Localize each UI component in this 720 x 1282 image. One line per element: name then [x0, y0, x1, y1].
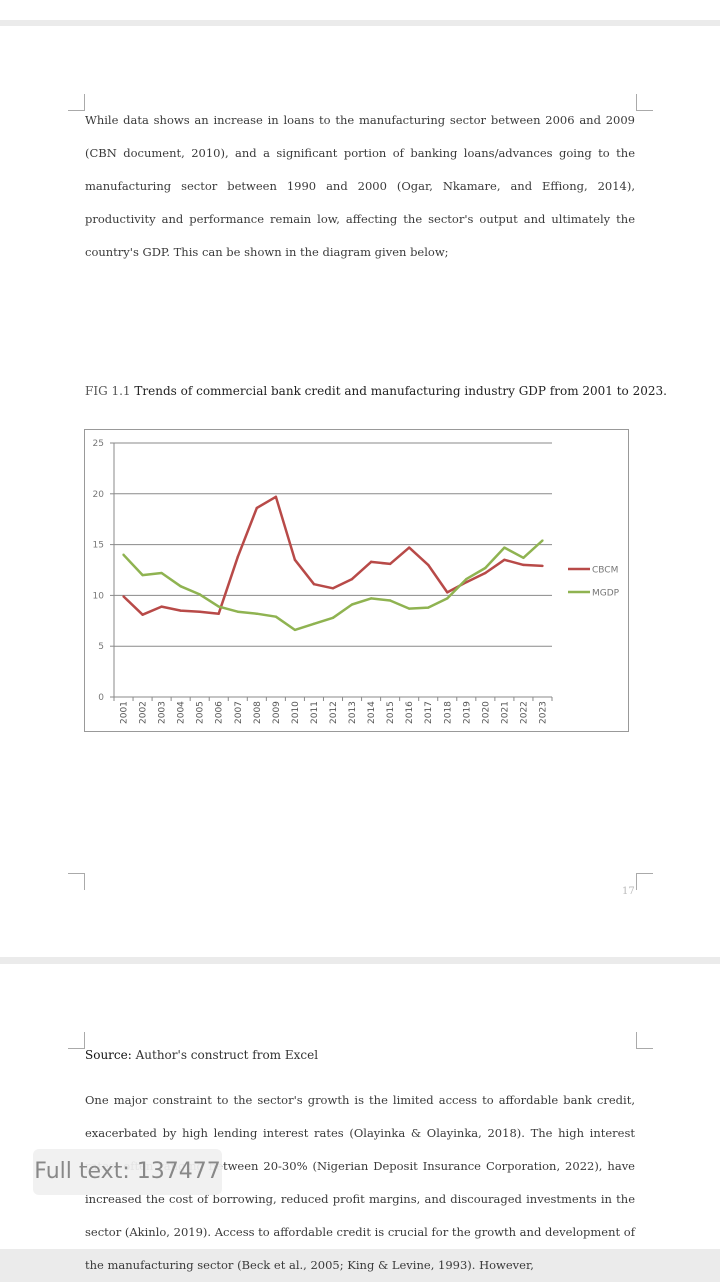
data-point-cbcm	[446, 591, 449, 594]
series-line-cbcm	[122, 495, 543, 616]
y-tick-label: 5	[98, 642, 104, 652]
data-point-cbcm	[217, 612, 220, 615]
x-tick-label: 2013	[348, 701, 358, 724]
series-line-mgdp	[122, 539, 544, 632]
x-tick-label: 2003	[158, 701, 168, 724]
figure-title: Trends of commercial bank credit and man…	[134, 384, 667, 398]
x-tick-label: 2006	[215, 701, 225, 724]
data-point-mgdp	[446, 597, 449, 600]
data-point-mgdp	[369, 597, 373, 600]
data-point-mgdp	[388, 599, 392, 602]
data-point-cbcm	[293, 558, 297, 562]
x-tick-label: 2021	[500, 701, 510, 724]
x-tick-label: 2015	[386, 701, 396, 724]
legend-label-cbcm: CBCM	[592, 566, 618, 576]
data-point-cbcm	[484, 571, 487, 575]
data-point-cbcm	[503, 558, 506, 562]
x-tick-label: 2017	[424, 701, 434, 724]
data-point-mgdp	[522, 556, 525, 560]
data-point-mgdp	[484, 566, 487, 570]
data-point-mgdp	[312, 622, 316, 626]
viewer-top-strip	[0, 0, 720, 20]
data-point-mgdp	[217, 605, 220, 608]
data-point-mgdp	[274, 615, 278, 618]
data-point-mgdp	[122, 553, 125, 556]
figure-caption: FIG 1.1 Trends of commercial bank credit…	[85, 384, 667, 398]
y-tick-label: 25	[93, 439, 104, 449]
document-page-18: Source: Author's construct from Excel On…	[0, 964, 720, 1272]
data-point-cbcm	[312, 583, 316, 586]
data-point-mgdp	[255, 612, 259, 615]
data-point-mgdp	[160, 571, 163, 575]
data-point-cbcm	[427, 563, 430, 567]
x-tick-label: 2019	[462, 701, 472, 724]
y-tick-label: 20	[93, 490, 105, 500]
figure-number: FIG 1.1	[85, 384, 131, 398]
data-point-cbcm	[331, 587, 335, 590]
data-point-cbcm	[141, 613, 144, 616]
x-tick-label: 2020	[481, 701, 491, 724]
data-point-cbcm	[369, 560, 373, 564]
x-tick-label: 2005	[196, 701, 206, 724]
data-point-mgdp	[198, 593, 201, 596]
x-tick-label: 2022	[519, 701, 529, 724]
data-point-cbcm	[255, 506, 259, 510]
data-point-cbcm	[179, 609, 182, 612]
data-point-mgdp	[407, 607, 411, 610]
y-tick-label: 10	[93, 591, 105, 601]
x-tick-label: 2012	[329, 701, 339, 724]
crop-mark-bottom-left	[68, 873, 85, 890]
x-tick-label: 2004	[177, 701, 187, 724]
y-tick-label: 0	[98, 693, 104, 703]
y-tick-label: 15	[93, 541, 104, 551]
data-point-mgdp	[350, 603, 354, 606]
data-point-cbcm	[465, 580, 468, 584]
data-point-cbcm	[122, 595, 125, 598]
x-tick-label: 2018	[443, 701, 453, 724]
data-point-cbcm	[388, 562, 392, 566]
data-point-cbcm	[522, 563, 525, 567]
x-tick-label: 2016	[405, 701, 415, 724]
x-tick-label: 2007	[234, 701, 244, 724]
data-point-mgdp	[179, 585, 182, 588]
crop-mark-top-left	[68, 1032, 85, 1049]
figure-source: Source: Author's construct from Excel	[85, 1048, 318, 1062]
line-chart: 0 5 10 15 20 25 2001 2002 2003 2004 2005 2006 2007 20…	[84, 429, 629, 732]
data-point-cbcm	[236, 555, 239, 558]
data-point-mgdp	[293, 628, 297, 632]
data-point-cbcm	[160, 605, 163, 608]
x-tick-label: 2010	[291, 701, 301, 724]
data-point-cbcm	[541, 564, 544, 568]
document-page-17: While data shows an increase in loans to…	[0, 26, 720, 957]
x-tick-label: 2001	[120, 701, 130, 724]
crop-mark-top-right	[636, 94, 653, 111]
data-point-cbcm	[407, 546, 411, 549]
x-tick-label: 2011	[310, 701, 320, 724]
data-point-mgdp	[331, 616, 335, 619]
data-point-mgdp	[503, 546, 506, 549]
full-text-button[interactable]: Full text: 137477	[33, 1149, 222, 1195]
crop-mark-top-right	[636, 1032, 653, 1049]
x-tick-label: 2023	[538, 701, 548, 724]
data-point-mgdp	[141, 573, 144, 577]
data-point-cbcm	[198, 610, 201, 613]
data-point-cbcm	[350, 577, 354, 581]
x-tick-label: 2002	[139, 701, 149, 724]
source-text: Author's construct from Excel	[135, 1048, 319, 1062]
data-point-cbcm	[274, 495, 278, 499]
x-tick-label: 2008	[253, 701, 263, 724]
data-point-mgdp	[427, 606, 430, 609]
body-paragraph: While data shows an increase in loans to…	[85, 113, 635, 259]
x-tick-label: 2014	[367, 701, 377, 724]
data-point-mgdp	[541, 539, 544, 542]
crop-mark-bottom-right	[636, 873, 653, 890]
legend-label-mgdp: MGDP	[592, 589, 620, 599]
crop-mark-top-left	[68, 94, 85, 111]
data-point-mgdp	[236, 610, 239, 613]
data-point-mgdp	[465, 577, 468, 581]
page-number: 17	[622, 886, 635, 897]
source-label: Source:	[85, 1048, 132, 1062]
chart-canvas: 0 5 10 15 20 25 2001 2002 2003 2004 2005 2006 2007 20…	[93, 439, 620, 724]
x-tick-label: 2009	[272, 701, 282, 724]
